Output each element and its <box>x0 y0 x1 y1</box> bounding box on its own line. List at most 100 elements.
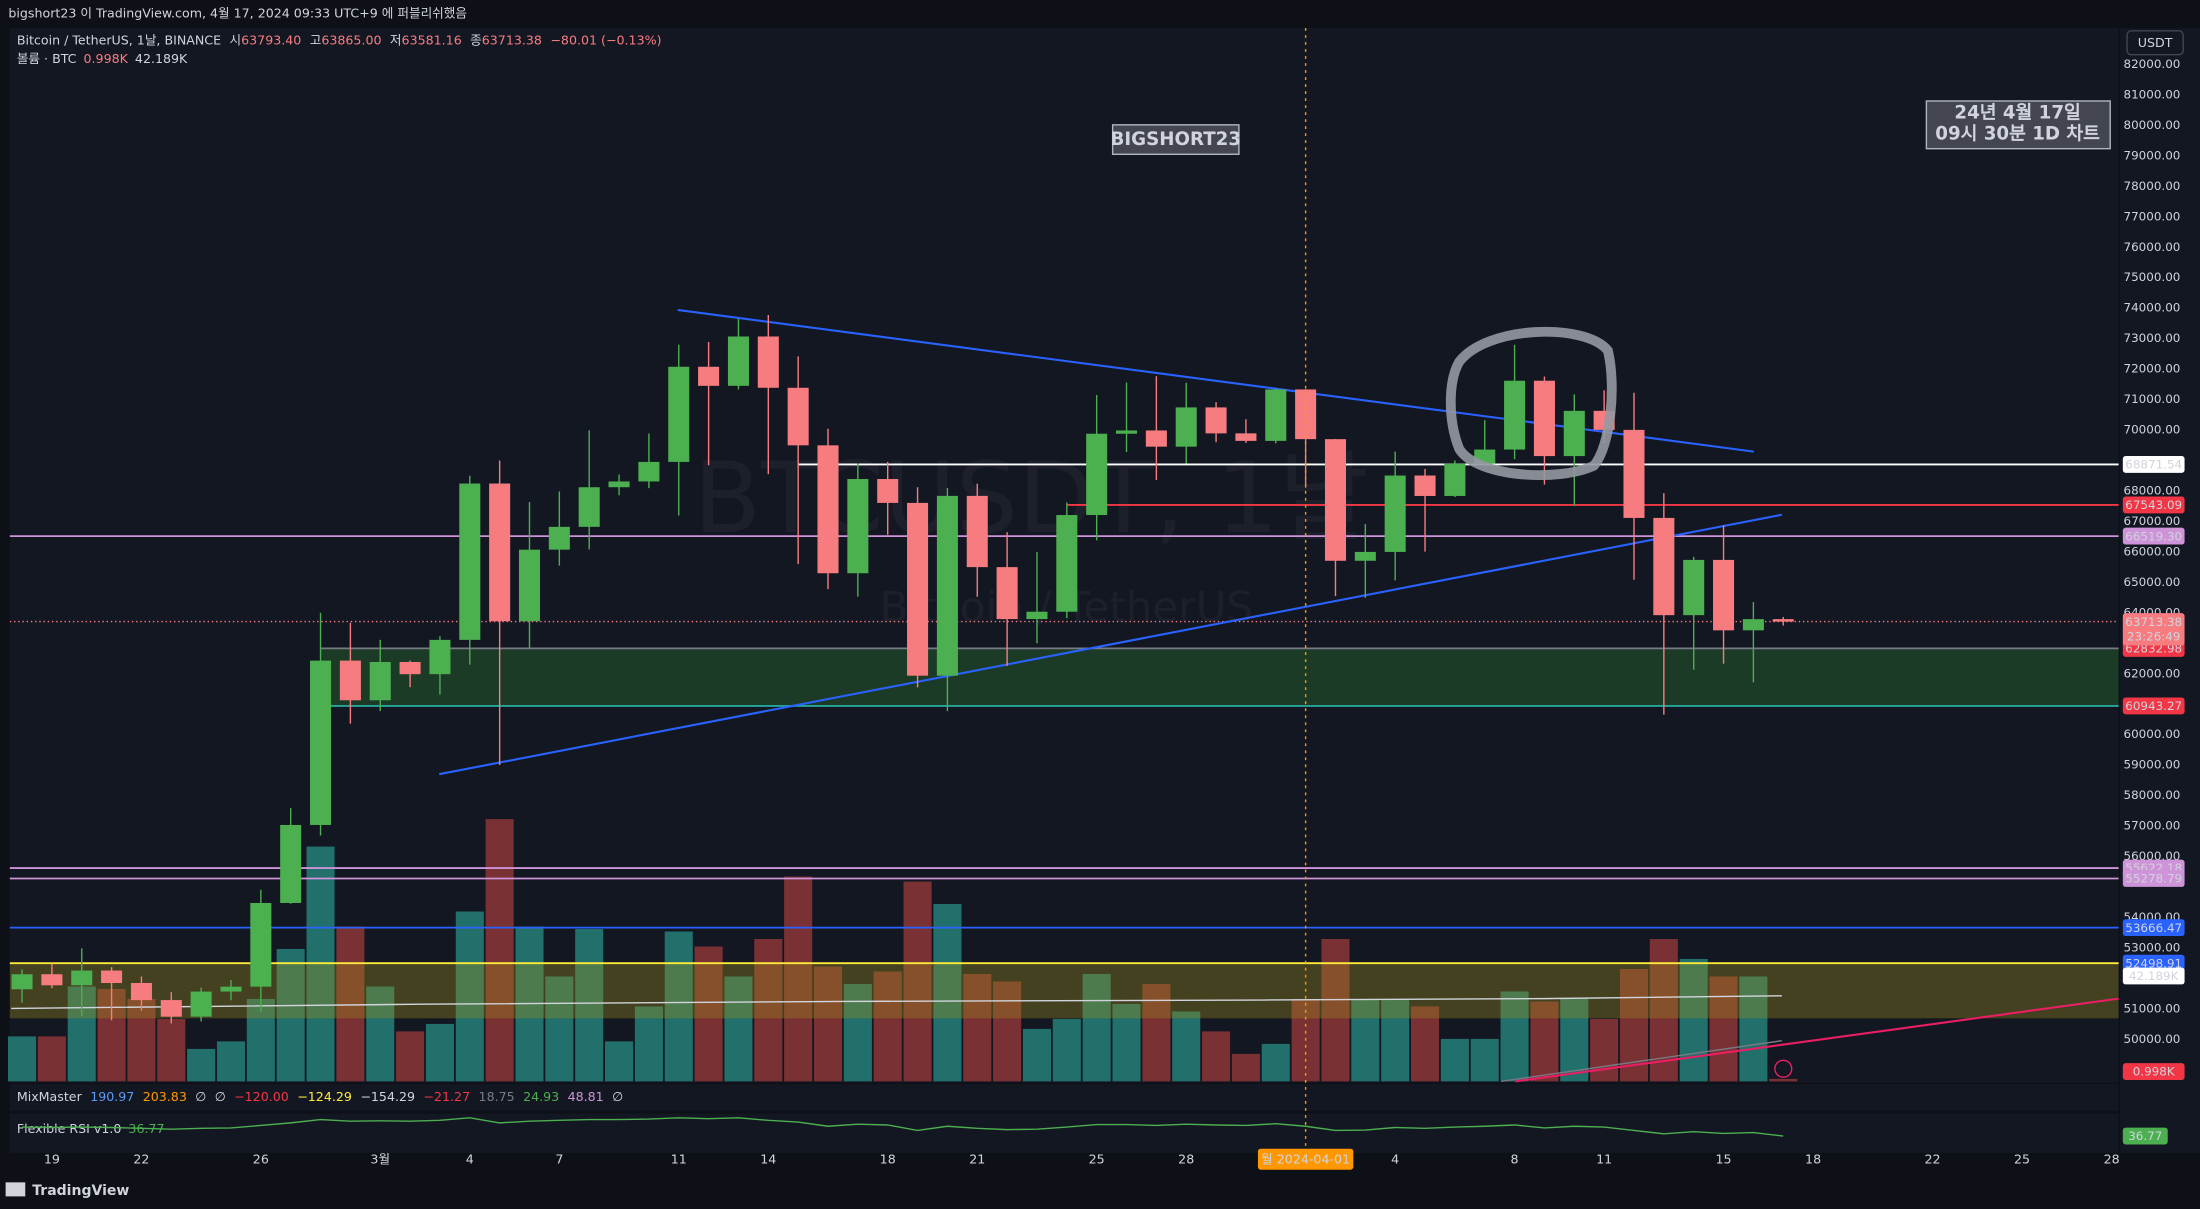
price-badge-label: 63713.38 <box>2125 615 2182 629</box>
x-tick-label: 28 <box>1178 1151 1194 1166</box>
y-tick-label: 65000.00 <box>2124 575 2181 589</box>
volume-bar <box>963 973 992 1082</box>
candle-body <box>1086 433 1108 516</box>
legend-title: Bitcoin / TetherUS, 1날, BINANCE <box>17 32 221 47</box>
x-tick-label: 8 <box>1511 1151 1519 1166</box>
volume-ma-line <box>11 995 1782 1010</box>
y-tick-label: 74000.00 <box>2124 301 2181 315</box>
legend-symbol: Bitcoin / TetherUS, 1날, BINANCE 시63793.40… <box>17 32 662 47</box>
candle-body <box>339 660 361 701</box>
indicator-line <box>1515 997 2119 1083</box>
legend-value: −21.27 <box>423 1088 470 1103</box>
legend-mixmaster: MixMaster 190.97 203.83 ∅ ∅ −120.00 −124.29 −15… <box>17 1088 623 1103</box>
candle-body <box>1115 430 1138 434</box>
volume-bar <box>1590 1018 1619 1082</box>
volume-bar <box>1530 1001 1559 1082</box>
candle-body <box>41 974 63 986</box>
watermark-symbol: BTCUSDT, 1날 <box>694 442 1369 556</box>
y-tick-label: 76000.00 <box>2124 240 2181 254</box>
candle-body <box>101 970 123 984</box>
price-badge-label: 67543.09 <box>2125 498 2182 512</box>
candle-body <box>220 986 242 992</box>
candle-body <box>757 336 779 388</box>
annotation: 09시 30분 1D 차트 <box>1935 124 2100 145</box>
y-tick-label: 57000.00 <box>2124 819 2181 833</box>
rsi-pane <box>9 1113 2119 1153</box>
x-tick-label: 4 <box>466 1151 474 1166</box>
candle-body <box>1145 430 1167 447</box>
candle-body <box>668 366 690 462</box>
currency-button-label[interactable]: USDT <box>2138 35 2173 50</box>
rsi-line <box>22 1117 1784 1137</box>
price-badge <box>2122 954 2185 972</box>
volume-bar <box>545 976 574 1082</box>
candle-body <box>459 483 481 640</box>
crosshair-badge <box>1257 1148 1354 1170</box>
volume-bar <box>157 1018 186 1082</box>
price-badge-label: 66519.30 <box>2125 529 2182 543</box>
legend-value: 63865.00 <box>321 32 381 47</box>
legend-value: 24.93 <box>523 1088 559 1103</box>
candle-body <box>1414 475 1436 496</box>
candle-body <box>638 461 660 482</box>
volume-bar <box>903 881 932 1082</box>
candle-body <box>1384 475 1406 552</box>
logo <box>5 1182 26 1197</box>
candle-body <box>310 660 332 825</box>
candle-body <box>1742 619 1764 631</box>
candle-body <box>578 487 600 527</box>
candle-body <box>996 567 1018 620</box>
x-tick-label: 28 <box>2104 1151 2120 1166</box>
candle-body <box>1683 559 1705 616</box>
legend-value: 63793.40 <box>241 32 301 47</box>
price-badge <box>2122 613 2185 646</box>
top-bar <box>0 0 2200 26</box>
volume-bar <box>1112 1003 1141 1082</box>
candle-body <box>11 974 33 990</box>
currency-button[interactable] <box>2126 30 2184 56</box>
volume-bar <box>396 1031 425 1082</box>
volume-bar <box>724 976 753 1082</box>
volume-bar <box>1560 998 1589 1082</box>
candle-body <box>1235 433 1257 441</box>
legend-label: 종 <box>470 32 482 47</box>
candle-body <box>1623 429 1645 518</box>
candle-body <box>727 336 749 386</box>
candle-body <box>399 661 421 675</box>
zone <box>320 648 2119 706</box>
header: bigshort23 이 TradingView.com, 4월 17, 202… <box>8 6 467 21</box>
volume-bar <box>575 928 604 1082</box>
y-tick-label: 60000.00 <box>2124 727 2181 741</box>
y-tick-label: 78000.00 <box>2124 179 2181 193</box>
y-tick-label: 53000.00 <box>2124 940 2181 954</box>
volume-bar <box>1470 1038 1499 1082</box>
legend-value: 18.75 <box>479 1088 515 1103</box>
legend-label: 저 <box>390 32 402 47</box>
legend-label: MixMaster <box>17 1088 83 1103</box>
y-tick-label: 70000.00 <box>2124 423 2181 437</box>
volume-bar <box>7 1036 37 1082</box>
annotation-box <box>1925 100 2111 150</box>
candle-body <box>1444 463 1466 496</box>
volume-bar <box>843 983 872 1082</box>
y-tick-label: 79000.00 <box>2124 148 2181 162</box>
candle-body <box>518 549 541 622</box>
candle-body <box>429 639 451 675</box>
volume-ma-label: 42.189K <box>2129 969 2180 983</box>
legend-volume: 볼륨 · BTC 0.998K 42.189K <box>17 50 188 65</box>
legend-label: 볼륨 · BTC <box>17 50 77 65</box>
candle-body <box>608 481 630 488</box>
volume-bar <box>694 946 723 1082</box>
candle-body <box>936 495 958 676</box>
candle-body <box>1354 551 1376 561</box>
x-tick-label: 11 <box>1596 1151 1612 1166</box>
candle-body <box>1504 380 1526 450</box>
price-badge-label: 60943.27 <box>2125 699 2182 713</box>
candle-body <box>1533 380 1555 457</box>
candle-body <box>817 445 839 574</box>
volume-bar <box>1172 1011 1201 1082</box>
alert-icon[interactable] <box>1774 1059 1793 1078</box>
candle-body <box>250 902 272 987</box>
y-tick-label: 72000.00 <box>2124 362 2181 376</box>
